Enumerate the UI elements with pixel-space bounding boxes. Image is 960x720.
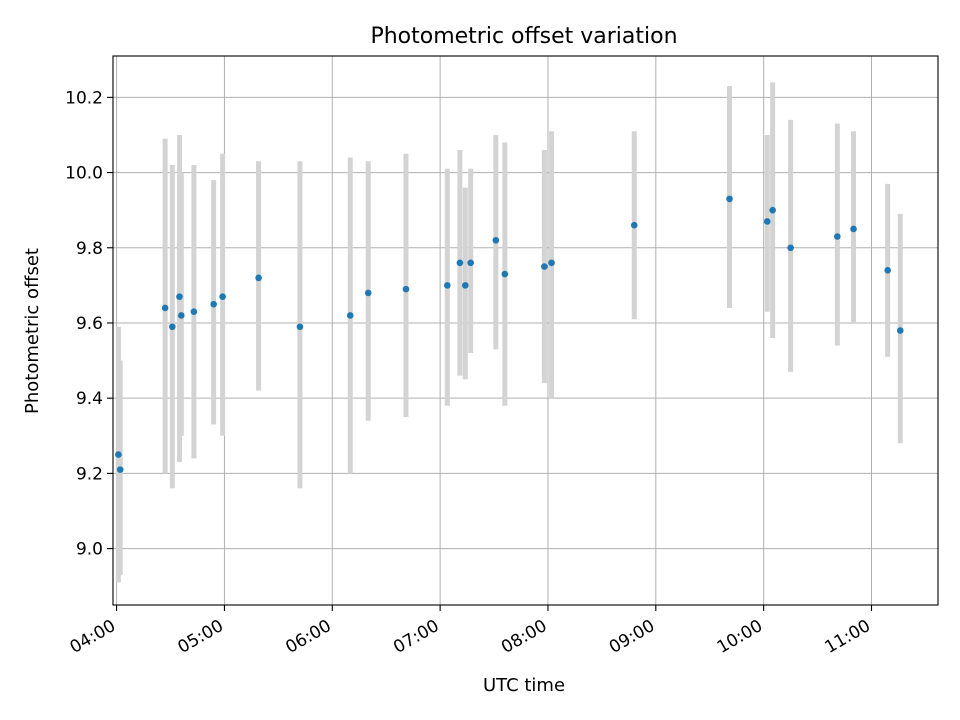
data-point	[402, 285, 410, 293]
data-point	[178, 312, 185, 319]
data-point	[210, 300, 217, 308]
data-point	[176, 293, 183, 300]
data-point	[896, 327, 904, 334]
x-axis-label: UTC time	[483, 675, 565, 696]
data-points	[115, 195, 904, 473]
data-point	[255, 274, 262, 282]
data-point	[541, 263, 548, 270]
y-axis-label: Photometric offset	[22, 248, 43, 414]
data-point	[296, 323, 304, 331]
data-point	[161, 304, 169, 312]
data-point	[190, 308, 198, 315]
y-tick-label: 9.8	[76, 239, 103, 259]
data-point	[169, 323, 176, 331]
data-point	[444, 282, 451, 289]
data-point	[769, 206, 776, 214]
data-point	[726, 195, 733, 203]
y-tick-label: 10.0	[65, 164, 103, 184]
data-point	[884, 267, 891, 274]
data-point	[850, 225, 857, 233]
data-point	[763, 218, 771, 225]
data-point	[630, 221, 638, 229]
y-tick-label: 9.0	[76, 540, 103, 560]
data-point	[787, 244, 794, 252]
y-tick-label: 9.6	[76, 314, 103, 334]
data-point	[346, 312, 354, 319]
data-point	[115, 451, 122, 458]
data-point	[364, 289, 372, 297]
data-point	[219, 293, 226, 300]
y-tick-label: 9.4	[76, 389, 103, 409]
data-point	[456, 259, 464, 267]
data-point	[501, 270, 509, 278]
y-tick-label: 10.2	[65, 88, 103, 108]
data-point	[548, 259, 555, 267]
data-point	[467, 259, 474, 267]
data-point	[834, 233, 841, 240]
data-point	[116, 466, 124, 473]
data-point	[461, 282, 469, 289]
plot-area-frame	[112, 55, 939, 606]
grid-lines	[113, 56, 938, 605]
data-point	[492, 236, 500, 244]
y-tick-label: 9.2	[76, 464, 103, 484]
chart-title: Photometric offset variation	[370, 24, 677, 49]
